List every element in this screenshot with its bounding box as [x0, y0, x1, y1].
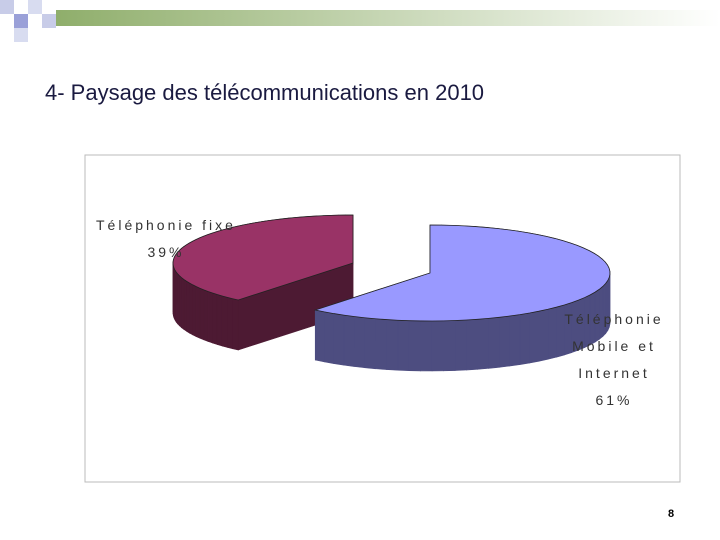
decor	[28, 0, 42, 14]
slice-side	[179, 274, 182, 329]
slice-side	[183, 278, 187, 332]
slice-side	[186, 280, 190, 334]
slice-side	[227, 296, 233, 350]
slice-side	[466, 318, 478, 371]
slice-label: Téléphonie Mobile et Internet 61%	[558, 306, 670, 414]
slice-side	[181, 276, 185, 331]
slice-side	[232, 298, 239, 351]
category-label: Téléphonie fixe	[96, 217, 236, 233]
decor	[0, 0, 14, 14]
slide-title: 4- Paysage des télécommunications en 201…	[45, 80, 485, 105]
slice-side	[509, 314, 521, 367]
decor	[14, 28, 28, 42]
decor	[14, 14, 28, 28]
slice-side	[343, 314, 355, 367]
slice-side	[199, 287, 205, 341]
slice-side	[212, 292, 218, 345]
slice-side	[353, 316, 365, 369]
slice-side	[408, 320, 421, 372]
header-bar	[56, 10, 720, 26]
value-label: 61%	[595, 392, 633, 408]
slice-side	[519, 312, 530, 365]
slice-side	[420, 320, 433, 372]
slice-top	[172, 214, 354, 301]
slice-side	[216, 294, 223, 347]
slice-side	[192, 284, 197, 338]
slice-side	[538, 308, 549, 362]
slice-side	[333, 313, 345, 366]
category-label: Téléphonie Mobile et Internet	[564, 311, 664, 381]
slice-side	[386, 319, 399, 371]
page-number: 8	[668, 508, 675, 520]
slice-side	[454, 319, 467, 371]
slice-side	[364, 317, 376, 370]
slice-side	[431, 320, 444, 372]
slice-side	[324, 311, 335, 364]
slice-side	[203, 289, 209, 342]
slice-side	[221, 295, 228, 348]
slice-side	[397, 319, 410, 371]
slice-side	[189, 282, 193, 336]
pie	[172, 214, 611, 372]
slice-side	[547, 306, 557, 360]
slice-top	[313, 224, 611, 322]
slice-label: Téléphonie fixe 39%	[96, 212, 236, 266]
slice-side	[314, 309, 325, 363]
slice	[313, 224, 611, 372]
slice	[172, 214, 354, 351]
slice-side	[488, 316, 500, 369]
value-label: 39%	[147, 244, 185, 260]
decor	[42, 14, 56, 28]
slice-side	[498, 315, 510, 368]
slice-side	[477, 318, 489, 370]
slice-side	[443, 320, 456, 372]
slice-side	[375, 318, 387, 370]
slice-side	[195, 286, 201, 339]
slice-side	[207, 291, 213, 344]
slice-side	[529, 310, 540, 364]
